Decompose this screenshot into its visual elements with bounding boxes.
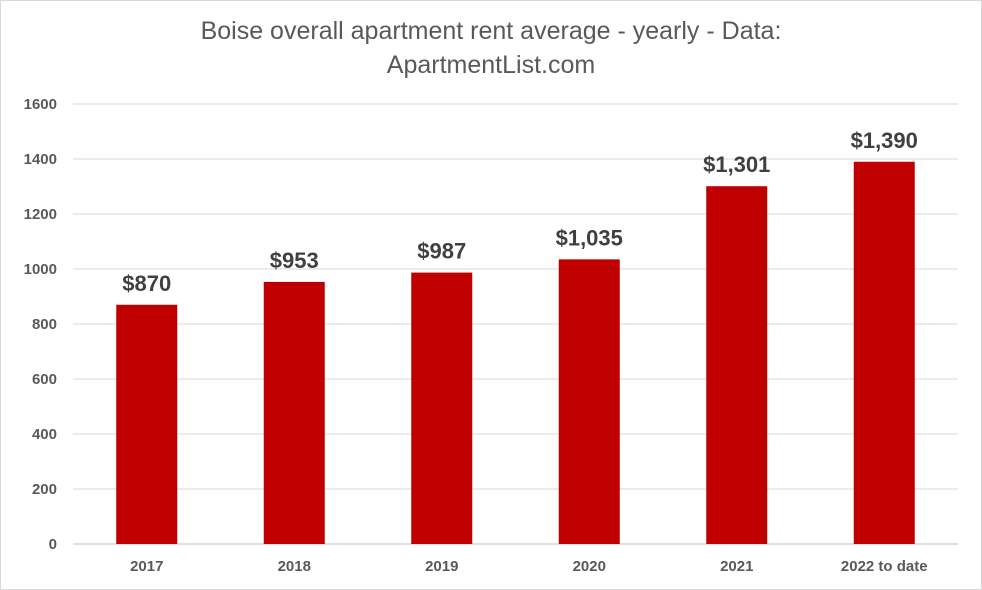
- y-tick-label: 1600: [24, 96, 57, 113]
- bar: [706, 186, 768, 544]
- x-tick-label: 2022 to date: [841, 558, 928, 575]
- data-label: $1,301: [703, 152, 770, 177]
- data-label: $1,390: [851, 128, 918, 153]
- data-label: $870: [122, 271, 171, 296]
- bar: [558, 259, 620, 544]
- chart-title: Boise overall apartment rent average - y…: [0, 14, 982, 82]
- y-tick-label: 1200: [24, 206, 57, 223]
- data-label: $987: [417, 239, 466, 264]
- bar: [116, 304, 178, 544]
- y-tick-label: 200: [32, 481, 57, 498]
- x-tick-label: 2021: [720, 558, 753, 575]
- y-tick-label: 0: [49, 536, 57, 553]
- y-tick-label: 1000: [24, 261, 57, 278]
- bar: [263, 281, 325, 544]
- x-tick-label: 2017: [130, 558, 163, 575]
- y-tick-label: 600: [32, 371, 57, 388]
- y-tick-label: 800: [32, 316, 57, 333]
- chart-title-line-2: ApartmentList.com: [386, 51, 596, 79]
- y-tick-label: 1400: [24, 151, 57, 168]
- data-label: $1,035: [556, 225, 623, 250]
- x-tick-label: 2018: [278, 558, 311, 575]
- x-tick-label: 2020: [573, 558, 606, 575]
- y-tick-label: 400: [32, 426, 57, 443]
- chart-title-line-1: Boise overall apartment rent average - y…: [200, 17, 782, 45]
- bar: [411, 272, 473, 544]
- bar: [853, 161, 915, 544]
- x-tick-label: 2019: [425, 558, 458, 575]
- data-label: $953: [270, 248, 319, 273]
